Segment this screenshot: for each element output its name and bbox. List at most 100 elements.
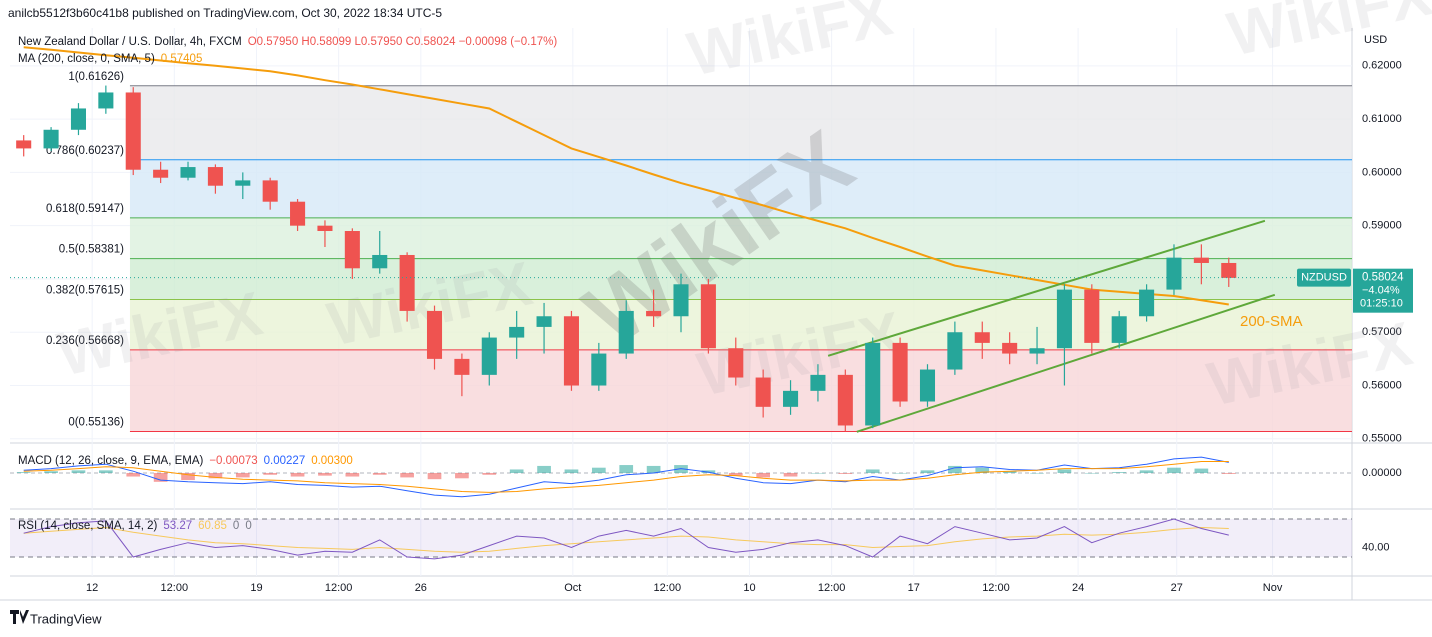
candle-body bbox=[1193, 257, 1209, 263]
macd-histogram bbox=[537, 465, 551, 473]
candle-body bbox=[180, 167, 196, 178]
candle-body bbox=[646, 310, 662, 317]
candle-body bbox=[974, 332, 990, 343]
candle-body bbox=[755, 377, 771, 407]
last-change: −4.04% bbox=[1362, 285, 1400, 297]
candle-body bbox=[481, 337, 497, 375]
fib-label: 0.786(0.60237) bbox=[46, 145, 124, 157]
ohlc-values: O0.57950 H0.58099 L0.57950 C0.58024 −0.0… bbox=[248, 36, 558, 48]
macd-histogram bbox=[975, 467, 990, 473]
macd-histogram bbox=[71, 470, 86, 473]
ma-legend: MA (200, close, 0, SMA, 5) 0.57405 bbox=[18, 53, 202, 65]
x-tick-label: 12:00 bbox=[654, 582, 682, 594]
x-tick-label: 27 bbox=[1171, 582, 1183, 594]
macd-legend-value: −0.00073 bbox=[209, 455, 257, 467]
macd-histogram bbox=[728, 472, 743, 476]
fib-zone bbox=[129, 159, 1352, 218]
macd-legend-value: 0.00300 bbox=[311, 455, 353, 467]
candle-body bbox=[235, 180, 251, 186]
candle-body bbox=[207, 167, 223, 186]
ma-legend-name: MA (200, close, 0, SMA, 5) bbox=[18, 53, 155, 65]
x-tick-label: 19 bbox=[250, 582, 262, 594]
rsi-legend-value: 60.85 bbox=[198, 520, 227, 532]
macd-histogram bbox=[1084, 472, 1099, 474]
fib-label: 0.5(0.58381) bbox=[59, 244, 124, 256]
macd-histogram bbox=[591, 467, 606, 473]
macd-histogram bbox=[345, 472, 360, 477]
currency: USD bbox=[1364, 34, 1387, 46]
candle-body bbox=[947, 332, 963, 370]
footer: TradingView bbox=[30, 611, 102, 626]
macd-histogram bbox=[1057, 469, 1072, 473]
macd-histogram bbox=[263, 472, 278, 475]
candle-body bbox=[919, 369, 936, 402]
candle-body bbox=[43, 129, 59, 149]
candle-body bbox=[1166, 257, 1182, 290]
candle-body bbox=[618, 310, 634, 354]
macd-legend-value: 0.00227 bbox=[264, 455, 306, 467]
macd-histogram bbox=[99, 470, 113, 473]
macd-histogram bbox=[1194, 468, 1209, 473]
candle-body bbox=[810, 374, 826, 391]
candle-body bbox=[783, 390, 799, 407]
candle-body bbox=[317, 225, 333, 232]
fib-label: 0.236(0.56668) bbox=[46, 335, 124, 347]
countdown: 01:25:10 bbox=[1360, 298, 1403, 310]
y-tick-label: 40.00 bbox=[1362, 541, 1390, 553]
x-tick-label: 12:00 bbox=[818, 582, 846, 594]
candle-body bbox=[837, 374, 853, 426]
fib-zone bbox=[129, 217, 1352, 259]
candle-body bbox=[153, 169, 169, 178]
fib-label: 0(0.55136) bbox=[68, 417, 124, 429]
candle-body bbox=[125, 92, 141, 170]
candle-body bbox=[728, 348, 744, 378]
macd-histogram bbox=[838, 472, 853, 474]
macd-histogram bbox=[318, 472, 332, 476]
macd-histogram bbox=[235, 472, 250, 478]
macd-histogram bbox=[756, 472, 771, 478]
candle-body bbox=[372, 254, 388, 269]
macd-histogram bbox=[482, 472, 497, 475]
y-tick-label: 0.62000 bbox=[1362, 60, 1402, 72]
moving-average bbox=[23, 46, 1229, 306]
publisher: anilcb5512f3b60c41b8 published on Tradin… bbox=[8, 6, 442, 20]
candle-body bbox=[536, 316, 552, 327]
macd-histogram bbox=[509, 469, 524, 473]
y-tick-label: 0.55000 bbox=[1362, 433, 1402, 445]
macd-histogram bbox=[920, 470, 935, 473]
candle-body bbox=[262, 180, 278, 202]
candle-body bbox=[1139, 289, 1155, 317]
x-tick-label: 12:00 bbox=[325, 582, 353, 594]
macd-histogram bbox=[1139, 470, 1154, 473]
x-tick-label: 12 bbox=[86, 582, 98, 594]
fib-label: 0.618(0.59147) bbox=[46, 203, 124, 215]
macd-histogram bbox=[811, 472, 825, 474]
rsi-line bbox=[23, 518, 1229, 560]
rsi-ma-line bbox=[23, 526, 1229, 553]
macd-histogram bbox=[646, 465, 661, 473]
symbol-legend: New Zealand Dollar / U.S. Dollar, 4h, FX… bbox=[18, 36, 557, 48]
macd-histogram bbox=[948, 465, 962, 473]
symbol-title: New Zealand Dollar / U.S. Dollar, 4h, FX… bbox=[18, 36, 242, 48]
fib-zone bbox=[129, 85, 1352, 160]
candle-body bbox=[454, 358, 470, 375]
macd-histogram bbox=[564, 469, 579, 473]
macd-histogram bbox=[1112, 472, 1127, 473]
candle-body bbox=[1056, 289, 1072, 349]
price-box bbox=[1353, 268, 1413, 313]
rsi-legend-value: 0 bbox=[233, 520, 239, 532]
x-tick-label: 12:00 bbox=[982, 582, 1010, 594]
candle-body bbox=[1029, 348, 1045, 354]
macd-histogram bbox=[1002, 471, 1017, 473]
y-tick-label: 0.61000 bbox=[1362, 113, 1402, 125]
y-tick-label: 0.59000 bbox=[1362, 220, 1402, 232]
x-tick-label: 10 bbox=[743, 582, 755, 594]
macd-legend-name: MACD (12, 26, close, 9, EMA, EMA) bbox=[18, 455, 204, 467]
candle-body bbox=[1002, 342, 1018, 354]
macd-histogram bbox=[783, 472, 798, 477]
rsi-band bbox=[10, 518, 1352, 557]
symbol-box bbox=[1297, 268, 1351, 287]
candle-body bbox=[16, 140, 32, 149]
candle-body bbox=[426, 310, 443, 359]
candle-body bbox=[1111, 316, 1127, 343]
